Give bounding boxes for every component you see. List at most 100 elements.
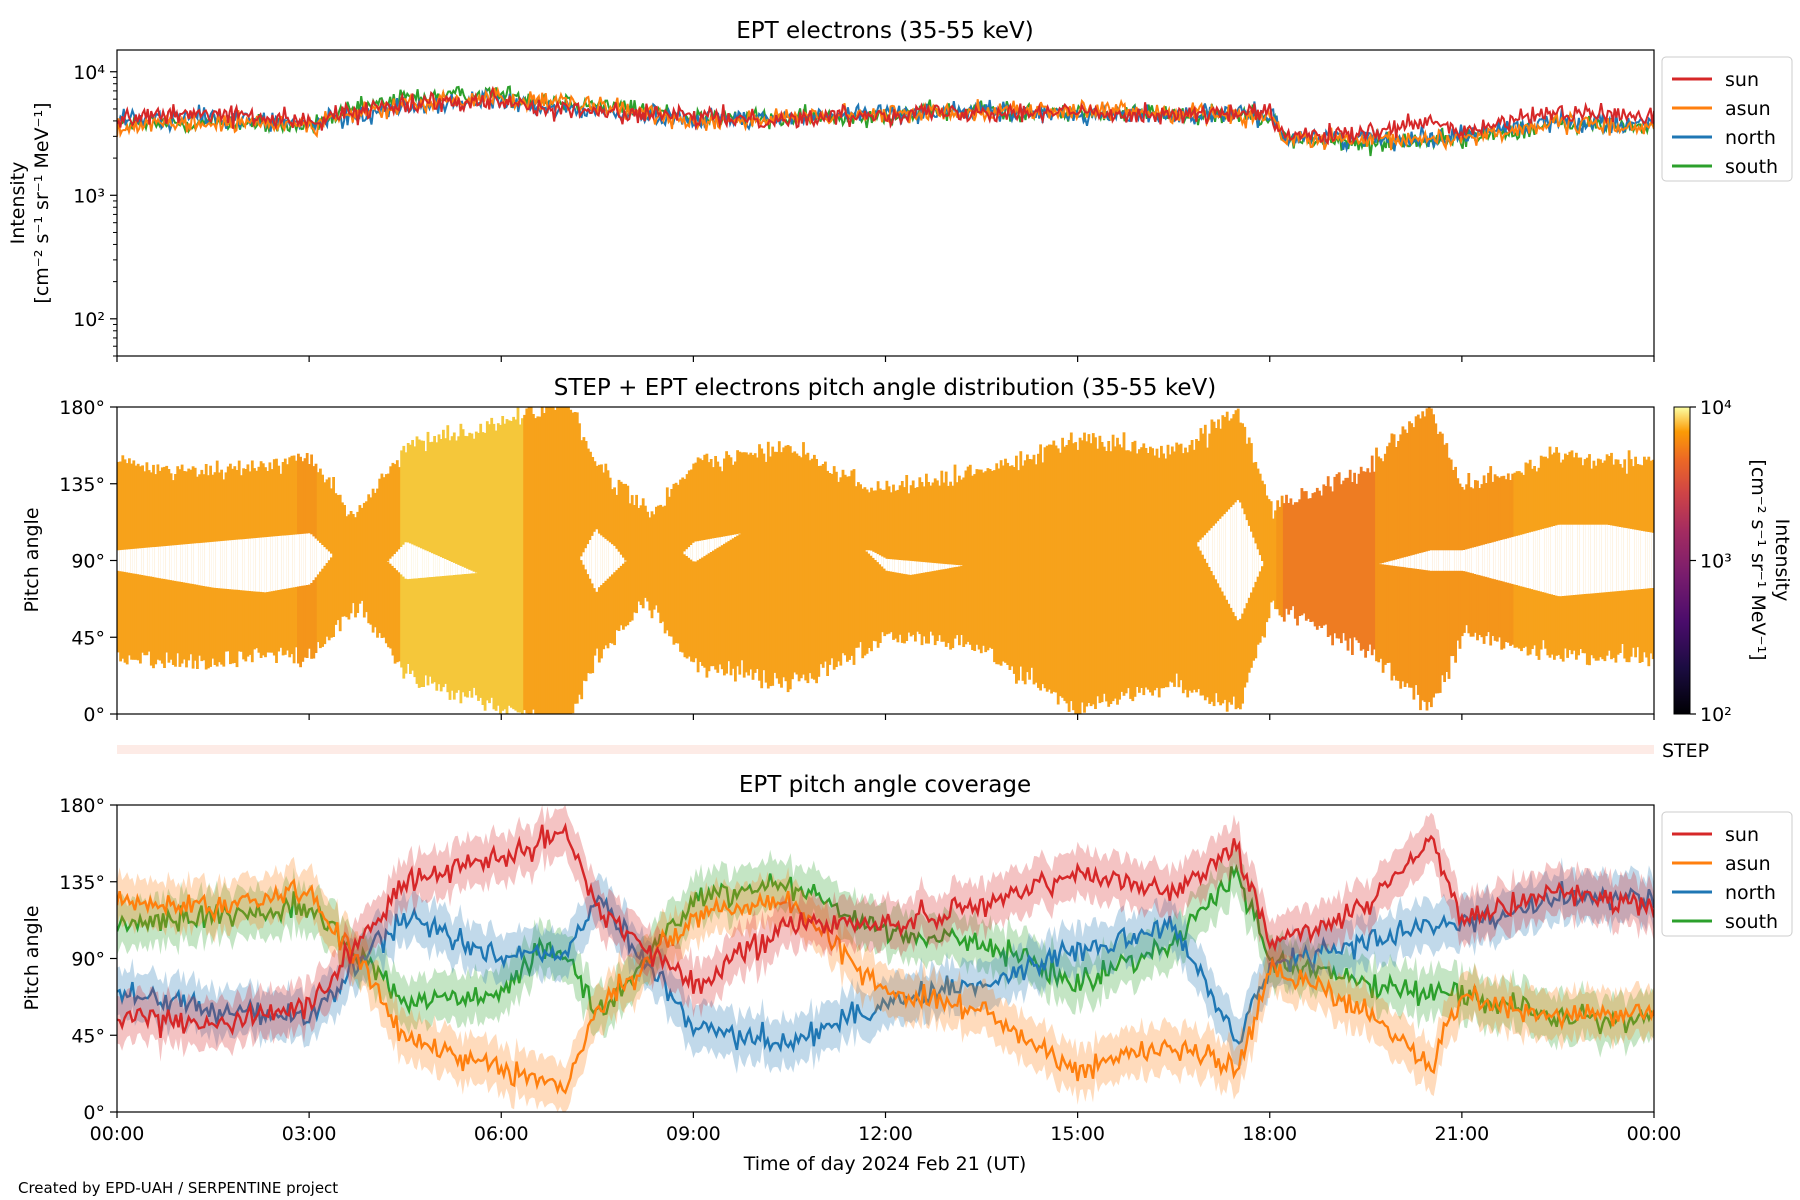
pad-column bbox=[1186, 452, 1190, 698]
pad-gap bbox=[1548, 527, 1552, 594]
pad-gap bbox=[149, 547, 153, 577]
pad-gap bbox=[240, 539, 243, 591]
pad-column bbox=[1162, 453, 1165, 689]
pad-gap bbox=[705, 539, 709, 555]
pad-column bbox=[806, 452, 810, 684]
pad-column bbox=[630, 495, 634, 621]
colorbar-tick-label: 10² bbox=[1700, 704, 1732, 726]
pad-column bbox=[716, 461, 720, 673]
pad-gap bbox=[586, 544, 590, 575]
pad-column bbox=[1344, 477, 1348, 641]
pad-column bbox=[380, 473, 384, 638]
pad-gap bbox=[235, 539, 239, 590]
pad-column bbox=[1357, 473, 1361, 643]
pad-column bbox=[709, 459, 713, 667]
pad-column bbox=[466, 436, 469, 698]
pad-gap bbox=[1592, 524, 1596, 594]
pad-gap bbox=[1621, 527, 1624, 591]
pad-gap bbox=[253, 538, 256, 592]
pad-gap bbox=[1484, 544, 1488, 577]
pad-gap bbox=[132, 548, 136, 574]
pad-gap bbox=[171, 545, 175, 581]
pad-column bbox=[1010, 465, 1014, 667]
pad-column bbox=[1362, 471, 1365, 650]
pad-gap bbox=[1405, 556, 1409, 568]
pad-gap bbox=[925, 562, 928, 573]
pad-column bbox=[922, 486, 926, 637]
pad-gap bbox=[1522, 534, 1526, 587]
pad-gap bbox=[1607, 525, 1611, 592]
pad-column bbox=[553, 409, 557, 714]
pad-gap bbox=[1632, 529, 1635, 590]
pad-gap bbox=[147, 547, 151, 577]
pad-gap bbox=[1449, 550, 1453, 571]
pad-column bbox=[1265, 495, 1269, 623]
pad-column bbox=[993, 470, 996, 663]
pad-gap bbox=[591, 535, 595, 584]
pad-column bbox=[1342, 480, 1345, 634]
pad-gap bbox=[597, 533, 601, 588]
pad-column bbox=[979, 469, 983, 654]
pad-column bbox=[1157, 457, 1161, 698]
pad-gap bbox=[1443, 550, 1446, 571]
pad-column bbox=[720, 471, 724, 670]
pad-gap bbox=[448, 561, 452, 576]
legend-label-north: north bbox=[1725, 882, 1776, 904]
pad-gap bbox=[944, 564, 948, 569]
coverage-band-south bbox=[117, 842, 1654, 1058]
pad-gap bbox=[400, 547, 403, 575]
pad-column bbox=[1320, 495, 1324, 628]
x-tick-label: 00:00 bbox=[1627, 1123, 1682, 1145]
pad-column bbox=[1041, 462, 1045, 685]
pad-column bbox=[990, 470, 994, 649]
pad-gap bbox=[1245, 520, 1249, 604]
pad-gap bbox=[734, 534, 737, 537]
pad-column bbox=[799, 457, 803, 679]
pad-gap bbox=[1474, 547, 1477, 574]
pad-column bbox=[1296, 502, 1299, 626]
y-tick-label: 0° bbox=[83, 704, 105, 726]
pad-column bbox=[1324, 486, 1328, 625]
pad-column bbox=[734, 461, 737, 682]
credit-text: Created by EPD-UAH / SERPENTINE project bbox=[18, 1179, 338, 1197]
legend-box bbox=[1661, 56, 1793, 182]
pad-gap bbox=[604, 538, 608, 581]
pad-gap bbox=[1410, 555, 1414, 569]
pad-column bbox=[1206, 447, 1209, 698]
pad-gap bbox=[1419, 553, 1422, 570]
pad-column bbox=[492, 423, 496, 710]
pad-gap bbox=[960, 565, 963, 566]
pad-column bbox=[1351, 482, 1354, 655]
pad-column bbox=[644, 505, 647, 598]
pitch-angle-distribution-panel: STEP + EPT electrons pitch angle distrib… bbox=[21, 375, 1793, 726]
pad-column bbox=[1401, 426, 1405, 682]
pad-gap bbox=[196, 543, 199, 585]
pad-column bbox=[1388, 442, 1392, 663]
pad-column bbox=[966, 466, 970, 642]
pad-gap bbox=[402, 544, 406, 577]
pad-gap bbox=[1645, 531, 1648, 589]
pad-column bbox=[1188, 444, 1192, 691]
pad-gap bbox=[1568, 524, 1572, 596]
pad-column bbox=[762, 453, 766, 671]
pad-column bbox=[527, 407, 531, 714]
pad-gap bbox=[163, 546, 166, 579]
y-tick-label: 90° bbox=[71, 551, 105, 573]
colorbar-tick-label: 10³ bbox=[1700, 551, 1732, 573]
pad-column bbox=[1153, 455, 1157, 691]
pad-column bbox=[705, 453, 709, 678]
pad-column bbox=[1043, 447, 1047, 689]
pad-gap bbox=[117, 550, 120, 571]
pad-column bbox=[571, 412, 575, 714]
pad-gap bbox=[435, 555, 439, 577]
pad-gap bbox=[141, 548, 144, 575]
panel1-legend: sun asun north south bbox=[1661, 56, 1793, 182]
pad-column bbox=[933, 478, 937, 646]
pad-gap bbox=[1388, 561, 1392, 566]
pad-column bbox=[962, 477, 966, 647]
pad-column bbox=[1076, 449, 1080, 714]
pad-gap bbox=[1594, 524, 1598, 594]
pad-gap bbox=[1225, 511, 1229, 600]
pad-column bbox=[663, 505, 667, 634]
pad-gap bbox=[250, 538, 254, 592]
